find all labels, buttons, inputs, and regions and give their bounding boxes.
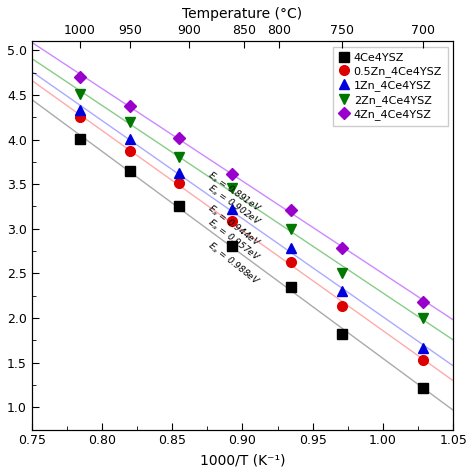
4Ce4YSZ [77,136,83,142]
0.5Zn_4Ce4YSZ [176,181,182,186]
Legend: 4Ce4YSZ, 0.5Zn_4Ce4YSZ, 1Zn_4Ce4YSZ, 2Zn_4Ce4YSZ, 4Zn_4Ce4YSZ: 4Ce4YSZ, 0.5Zn_4Ce4YSZ, 1Zn_4Ce4YSZ, 2Zn… [333,47,447,126]
Line: 4Zn_4Ce4YSZ: 4Zn_4Ce4YSZ [75,73,428,307]
2Zn_4Ce4YSZ [176,155,182,160]
4Ce4YSZ [288,284,294,290]
1Zn_4Ce4YSZ [420,345,426,350]
4Zn_4Ce4YSZ [176,135,182,141]
2Zn_4Ce4YSZ [420,315,426,321]
4Zn_4Ce4YSZ [288,207,294,213]
1Zn_4Ce4YSZ [288,245,294,250]
Line: 1Zn_4Ce4YSZ: 1Zn_4Ce4YSZ [75,105,428,352]
0.5Zn_4Ce4YSZ [77,114,83,120]
0.5Zn_4Ce4YSZ [127,148,133,154]
Line: 4Ce4YSZ: 4Ce4YSZ [75,134,428,392]
4Ce4YSZ [420,385,426,391]
Text: $E_a$ = 0.944eV: $E_a$ = 0.944eV [205,202,263,250]
Text: $E_a$ = 0.902eV: $E_a$ = 0.902eV [205,182,264,229]
Text: $E_a$ = 0.957eV: $E_a$ = 0.957eV [205,216,263,264]
Line: 0.5Zn_4Ce4YSZ: 0.5Zn_4Ce4YSZ [75,112,428,365]
2Zn_4Ce4YSZ [229,185,235,191]
1Zn_4Ce4YSZ [229,206,235,212]
4Ce4YSZ [229,243,235,248]
1Zn_4Ce4YSZ [127,136,133,142]
X-axis label: Temperature (°C): Temperature (°C) [182,7,302,21]
1Zn_4Ce4YSZ [176,170,182,175]
Line: 2Zn_4Ce4YSZ: 2Zn_4Ce4YSZ [75,89,428,323]
2Zn_4Ce4YSZ [127,119,133,125]
0.5Zn_4Ce4YSZ [420,357,426,363]
4Zn_4Ce4YSZ [127,103,133,109]
X-axis label: 1000/T (K⁻¹): 1000/T (K⁻¹) [200,453,285,467]
2Zn_4Ce4YSZ [288,226,294,232]
Text: $E_a$ = 0.988eV: $E_a$ = 0.988eV [205,239,262,288]
1Zn_4Ce4YSZ [77,107,83,113]
4Ce4YSZ [339,331,345,337]
0.5Zn_4Ce4YSZ [288,259,294,264]
4Zn_4Ce4YSZ [229,172,235,177]
4Ce4YSZ [127,168,133,173]
0.5Zn_4Ce4YSZ [339,303,345,309]
0.5Zn_4Ce4YSZ [229,218,235,224]
2Zn_4Ce4YSZ [339,271,345,276]
1Zn_4Ce4YSZ [339,289,345,294]
4Zn_4Ce4YSZ [339,245,345,250]
2Zn_4Ce4YSZ [77,91,83,97]
4Ce4YSZ [176,203,182,209]
4Zn_4Ce4YSZ [420,299,426,305]
Text: $E_a$ = 0.891eV: $E_a$ = 0.891eV [205,168,264,215]
4Zn_4Ce4YSZ [77,74,83,80]
